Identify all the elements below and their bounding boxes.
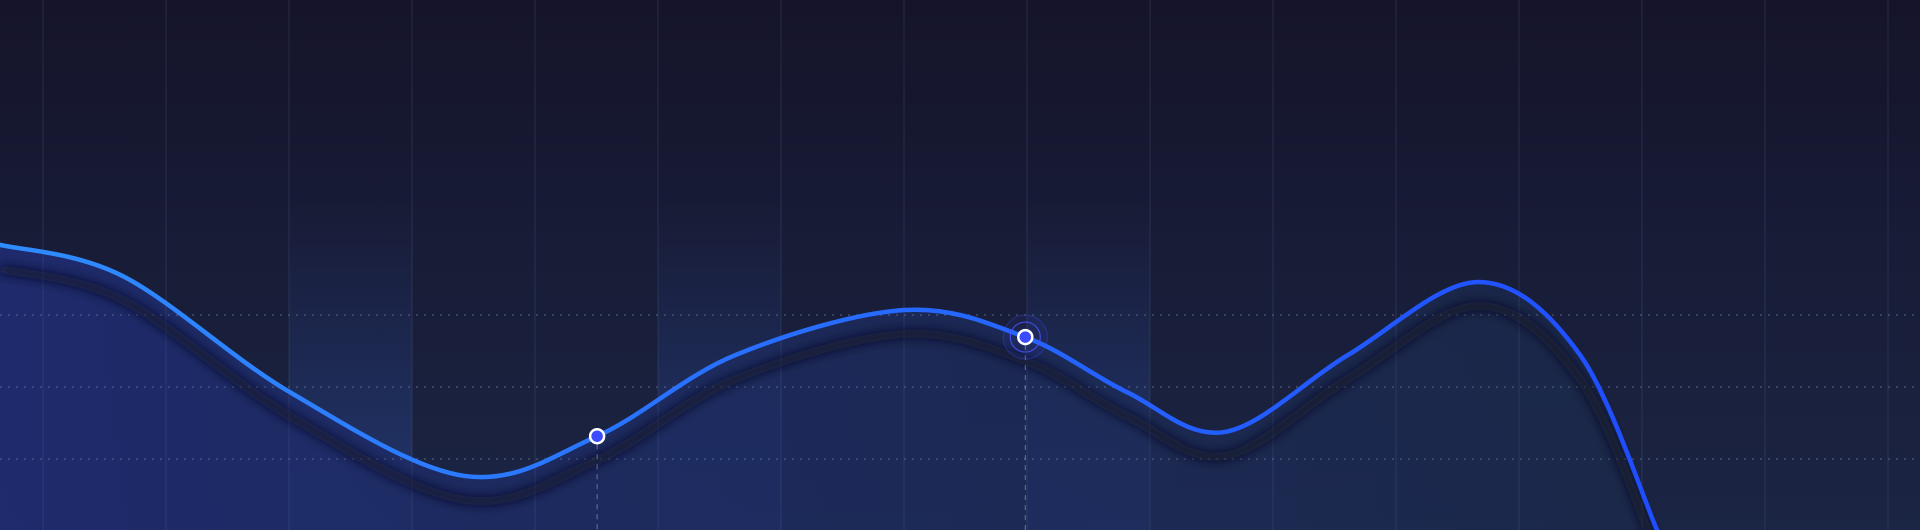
data-point-marker [588, 427, 606, 445]
data-point-marker [1017, 328, 1034, 346]
vertical-gridlines [42, 0, 1889, 530]
line-shadow [0, 264, 1653, 530]
series-line [0, 242, 1660, 530]
markers [588, 314, 1048, 530]
area-fill [0, 244, 1657, 530]
marker-halo-inner [1009, 321, 1041, 353]
